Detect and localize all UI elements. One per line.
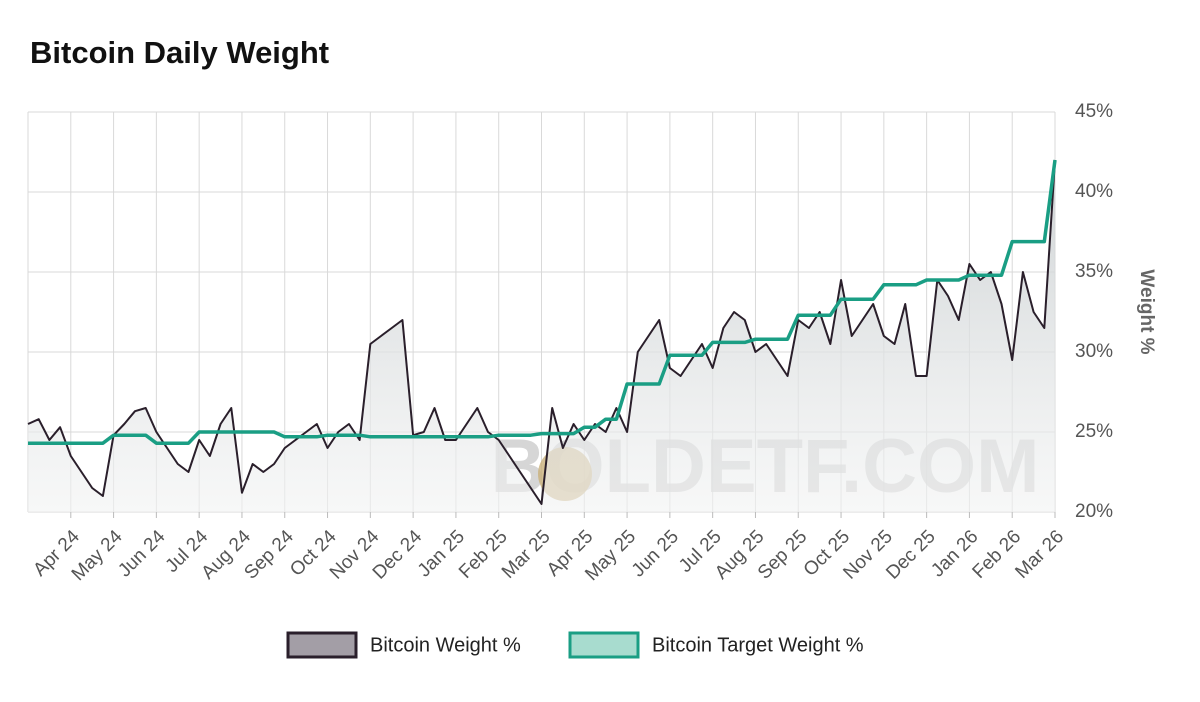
area (28, 160, 1055, 512)
y-tick-label: 30% (1075, 341, 1113, 362)
y-tick-label: 40% (1075, 181, 1113, 202)
legend-label: Bitcoin Weight % (370, 634, 521, 656)
y-axis-label: Weight % (1136, 269, 1157, 354)
chart-title: Bitcoin Daily Weight (30, 35, 329, 70)
legend-item: Bitcoin Weight % (286, 631, 521, 659)
y-tick-label: 25% (1075, 421, 1113, 442)
y-tick-label: 45% (1075, 101, 1113, 122)
x-tick-label: Mar 25 (498, 526, 555, 583)
legend-swatch (568, 631, 640, 659)
x-tick-label: Sep 25 (754, 526, 811, 583)
series-line (27, 159, 1056, 505)
legend-label: Bitcoin Target Weight % (652, 634, 864, 656)
x-tick-label: Dec 25 (882, 526, 939, 583)
x-tick-label: Mar 26 (1011, 526, 1068, 583)
y-tick-label: 20% (1075, 501, 1113, 522)
series-line (28, 159, 1057, 445)
legend-item: Bitcoin Target Weight % (568, 631, 864, 659)
x-tick-label: Dec 24 (369, 526, 427, 584)
x-tick-label: Jun 25 (628, 526, 683, 581)
x-tick-label: Sep 24 (240, 526, 298, 584)
y-tick-label: 35% (1075, 261, 1113, 282)
x-tick-label: Jun 24 (114, 526, 169, 581)
legend-swatch (286, 631, 358, 659)
